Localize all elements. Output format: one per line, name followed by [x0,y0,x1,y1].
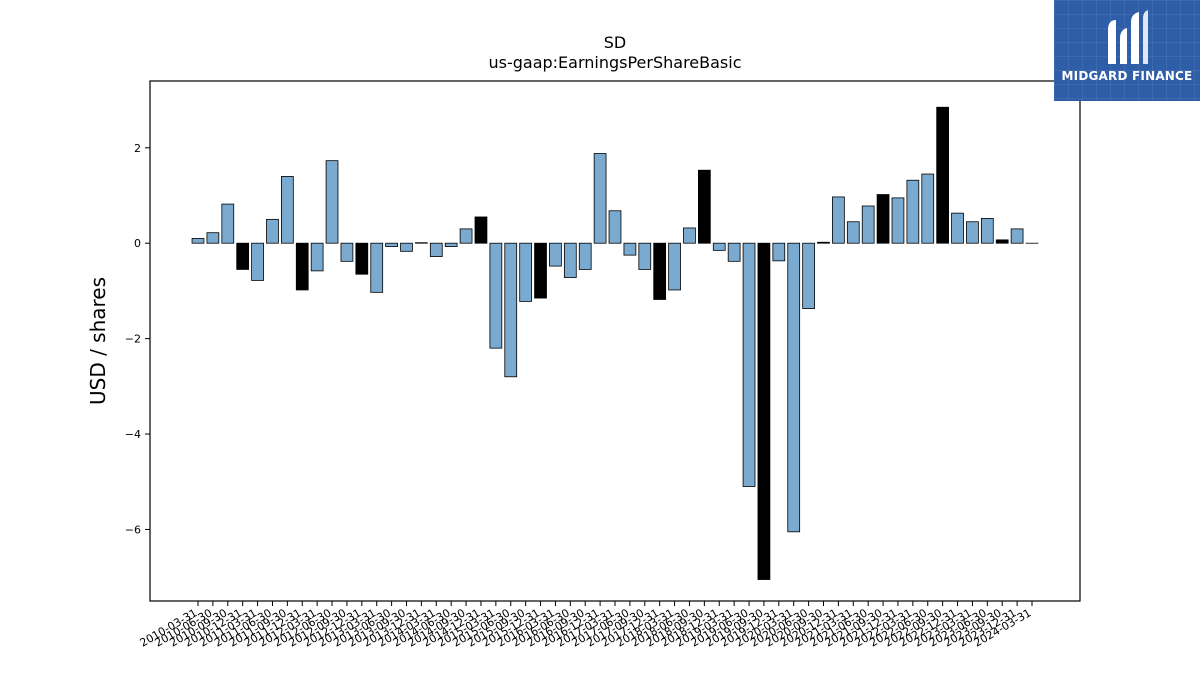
bar-2013-09-30 [400,242,413,252]
bar-2012-03-31 [310,242,324,272]
bar-2020-12-31 [832,196,845,244]
bar-2011-06-30 [266,218,279,244]
bar-2020-06-30 [802,242,815,309]
y-tick-label: 2 [134,142,141,155]
bar-2015-12-31 [534,242,547,299]
bar-2011-03-31 [251,242,264,281]
bar-2021-06-30 [861,205,875,244]
logo-text: MIDGARD FINANCE [1061,69,1193,83]
bar-2010-03-31 [191,238,205,244]
bar-2018-09-30 [698,169,711,244]
bar-2018-12-31 [712,242,726,251]
bar-2019-12-31 [772,242,786,262]
y-tick-label: −4 [125,428,141,441]
chart-title: SD [604,33,626,52]
bar-2016-03-31 [549,242,562,267]
y-tick-label: −6 [125,523,141,536]
bar-2018-06-30 [683,227,696,244]
bar-2020-09-30 [817,241,830,244]
x-axis-ticks: 2010-03-312010-06-302010-09-302010-12-31… [138,601,1034,650]
bar-2011-12-31 [295,242,309,291]
bar-2010-06-30 [206,232,220,244]
y-tick-label: −2 [125,333,141,346]
bar-2023-03-31 [966,221,979,244]
bar-2023-12-31 [1010,228,1024,244]
bar-2012-06-30 [325,160,339,244]
bar-2010-12-31 [236,242,250,270]
bar-2017-09-30 [638,242,652,270]
bar-2016-06-30 [563,242,577,278]
bar-2021-09-30 [876,194,890,244]
bar-2014-09-30 [459,228,473,244]
bar-2019-09-30 [757,242,771,580]
bar-2011-09-30 [280,176,294,244]
bar-2015-09-30 [519,242,533,302]
bar-2014-12-31 [474,216,488,244]
chart-subtitle: us-gaap:EarningsPerShareBasic [488,53,741,72]
bar-2015-06-30 [504,242,518,378]
bar-2010-09-30 [221,203,235,244]
bar-2022-06-30 [921,173,935,244]
bar-2012-09-30 [340,242,354,262]
bar-2012-12-31 [355,242,369,275]
bar-2016-09-30 [578,242,592,270]
bar-2014-03-31 [429,242,443,257]
bar-2014-06-30 [444,242,458,247]
plot-frame [149,80,1081,602]
bar-2019-03-31 [727,242,741,262]
bar-2020-03-31 [787,242,801,533]
bar-2022-12-31 [951,212,964,244]
bar-2015-03-31 [489,242,503,349]
bar-2013-03-31 [370,242,384,293]
y-tick-label: 0 [134,237,141,250]
bar-2023-06-30 [980,217,994,244]
midgard-logo-icon [1108,10,1148,64]
y-axis-ticks: 2 0 −2 −4 −6 [125,142,150,536]
bar-2017-03-31 [608,210,622,244]
bar-2021-03-31 [846,221,860,244]
bar-2021-12-31 [891,197,905,244]
bar-2023-09-30 [995,239,1009,244]
bar-2022-03-31 [906,179,920,244]
bar-2017-06-30 [623,242,637,256]
bar-2022-09-30 [936,106,950,244]
bars-layer [191,106,1039,580]
bar-2016-12-31 [593,153,607,244]
bar-2017-12-31 [653,242,667,300]
brand-logo: MIDGARD FINANCE [1054,0,1200,101]
y-axis-label: USD / shares [86,277,110,405]
bar-2013-06-30 [385,242,398,247]
bar-2018-03-31 [668,242,681,291]
bar-2019-06-30 [742,242,756,487]
